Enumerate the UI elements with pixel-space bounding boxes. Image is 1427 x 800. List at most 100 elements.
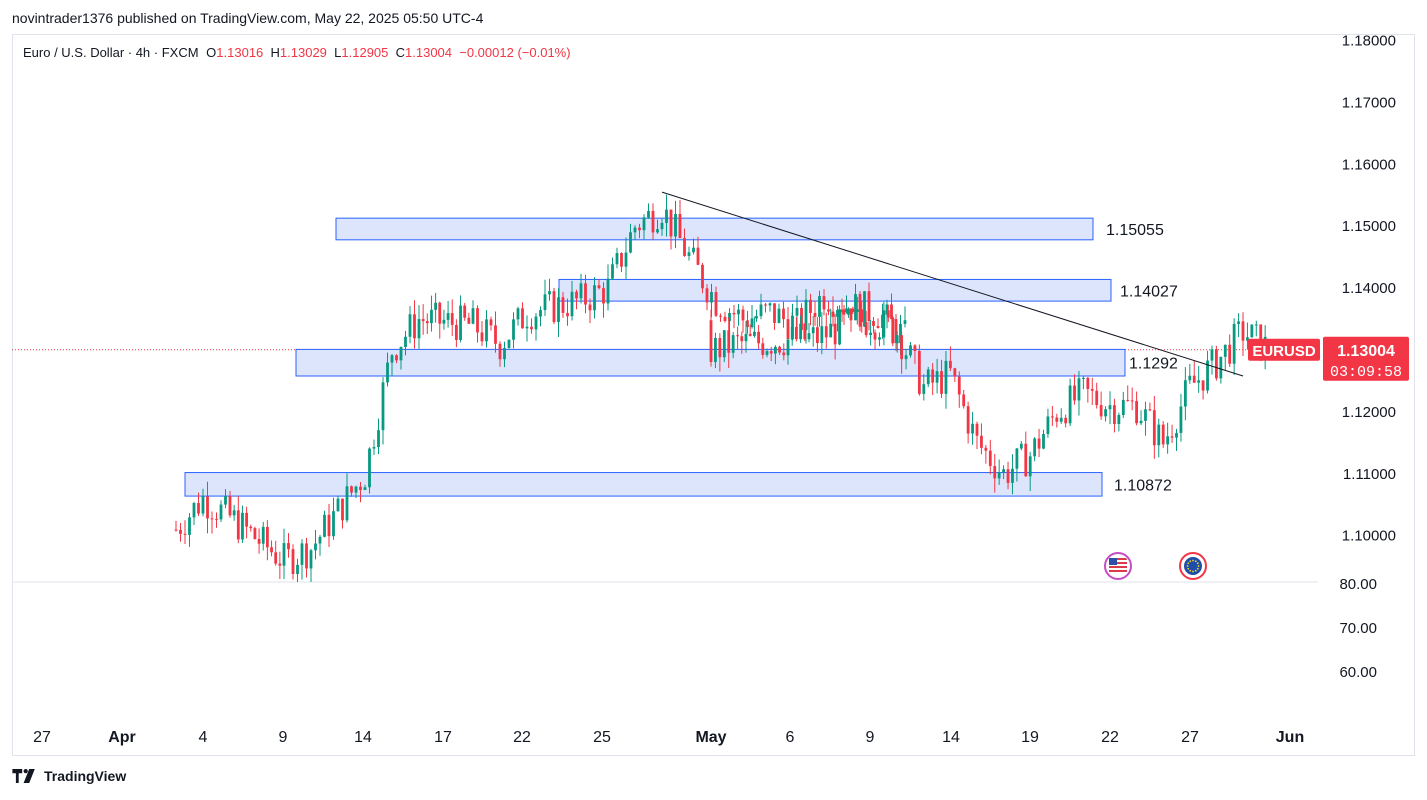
candle-body: [863, 291, 866, 327]
candle-body: [899, 323, 902, 344]
candle-body: [570, 291, 574, 317]
candle-body: [1108, 405, 1112, 410]
candle-body: [390, 355, 394, 363]
candle-body: [949, 360, 952, 369]
candle-body: [833, 323, 837, 345]
chart-frame: [12, 34, 1415, 756]
candle-body: [1002, 469, 1005, 473]
candle-body: [1055, 417, 1059, 422]
candle-body: [1175, 432, 1178, 438]
candle-body: [1113, 405, 1116, 424]
candle-body: [1179, 406, 1183, 433]
candle-body: [753, 331, 756, 336]
candle-body: [323, 514, 326, 537]
candle-body: [1210, 349, 1214, 361]
eu-flag-star: [1197, 565, 1200, 567]
candle-body: [1046, 416, 1050, 435]
candle-body: [363, 487, 367, 491]
candle-body: [822, 296, 826, 310]
candle-body: [624, 252, 628, 267]
candle-body: [1219, 356, 1223, 379]
high-value: 1.13029: [279, 45, 327, 60]
candle-body: [891, 317, 895, 344]
candle-body: [1161, 424, 1165, 445]
candle-body: [1077, 378, 1081, 401]
candle-body: [629, 232, 632, 253]
candle-body: [1152, 410, 1156, 446]
candle-body: [210, 518, 214, 520]
candle-body: [774, 346, 777, 354]
x-tick-label: 27: [33, 729, 51, 746]
candle-body: [1148, 409, 1152, 411]
candle-body: [241, 512, 244, 540]
candle-body: [327, 514, 331, 537]
eu-flag-star: [1196, 567, 1199, 570]
candle-body: [944, 360, 948, 394]
candle-body: [750, 318, 754, 328]
lower-pane-tick: 60.00: [1339, 664, 1377, 681]
zone-label: 1.1292: [1129, 356, 1178, 373]
candle-body: [224, 495, 227, 505]
symbol-tag-label: EURUSD: [1252, 343, 1316, 360]
trendline: [661, 191, 1244, 377]
candle-body: [1246, 337, 1249, 341]
candle-body: [842, 309, 846, 315]
eu-flag-star: [1194, 569, 1197, 572]
candle-body: [261, 526, 265, 544]
candle-body: [953, 368, 957, 377]
candle-body: [588, 304, 592, 311]
candle-body: [498, 343, 502, 360]
candle-body: [1197, 380, 1201, 383]
candle-body: [408, 314, 412, 337]
candle-body: [867, 291, 871, 321]
candle-body: [761, 343, 765, 355]
candle-body: [1104, 409, 1107, 417]
x-tick-label: Apr: [108, 729, 136, 746]
candle-body: [840, 309, 844, 313]
candle-body: [183, 533, 187, 535]
candle-body: [274, 552, 278, 564]
candle-body: [341, 498, 344, 521]
candle-body: [795, 307, 799, 316]
close-label: C: [395, 45, 406, 60]
candle-body: [696, 247, 700, 265]
candle-body: [790, 326, 794, 340]
candle-body: [450, 313, 454, 325]
candle-body: [818, 296, 821, 317]
candle-body: [314, 543, 317, 551]
candle-body: [660, 222, 664, 230]
us-flag-stripe: [1109, 572, 1127, 574]
candle-body: [882, 310, 886, 338]
candle-body: [1201, 380, 1205, 391]
candle-body: [782, 308, 785, 320]
x-tick-label: 22: [513, 729, 531, 746]
candle-body: [1188, 375, 1192, 381]
candle-body: [174, 529, 178, 531]
y-tick-label: 1.15000: [1342, 218, 1396, 235]
candle-body: [1033, 438, 1037, 457]
candle-body: [674, 214, 677, 237]
candle-body: [265, 526, 269, 548]
candle-body: [847, 308, 850, 315]
symbol-description[interactable]: Euro / U.S. Dollar · 4h · FXCM: [23, 45, 199, 60]
candle-body: [1050, 416, 1054, 418]
candle-body: [1223, 344, 1227, 357]
candle-body: [748, 333, 752, 336]
candle-body: [746, 320, 749, 328]
candle-body: [215, 518, 218, 520]
candle-body: [602, 288, 605, 304]
candle-body: [705, 288, 709, 303]
footer-brand-label: TradingView: [44, 768, 127, 784]
candle-body: [354, 486, 358, 493]
footer-brand[interactable]: TradingView: [12, 768, 126, 784]
candle-body: [678, 214, 682, 239]
candle-body: [480, 332, 484, 342]
tradingview-logo-icon: [12, 769, 35, 783]
candle-body: [1073, 385, 1076, 401]
candle-body: [287, 543, 290, 550]
candle-body: [665, 209, 668, 223]
candle-body: [732, 313, 736, 315]
lower-pane-tick: 70.00: [1339, 620, 1377, 637]
candle-body: [935, 371, 939, 383]
